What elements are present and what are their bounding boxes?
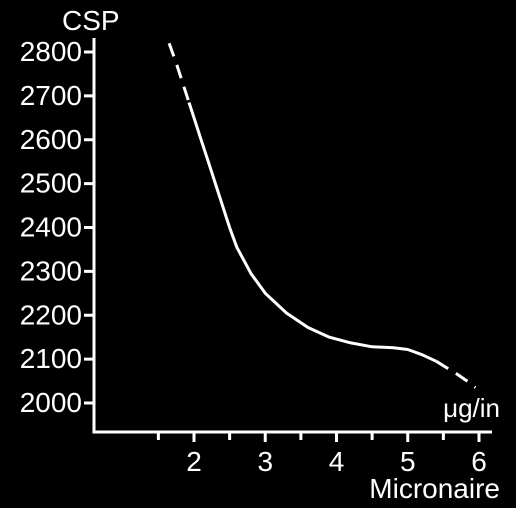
x-tick-label: 2 (186, 446, 202, 477)
series-line-solid-1 (187, 102, 437, 363)
y-tick-label: 2300 (20, 255, 82, 286)
series-group (167, 42, 477, 389)
x-tick-label: 5 (400, 446, 416, 477)
x-ticks: 2 3 4 5 6 (156, 432, 487, 477)
y-tick-label: 2800 (20, 36, 82, 67)
y-tick-label: 2000 (20, 387, 82, 418)
x-tick-label: 4 (329, 446, 345, 477)
y-tick-label: 2500 (20, 168, 82, 199)
x-axis-unit-label: μg/in (443, 393, 500, 423)
y-ticks: 2000 2100 2200 2300 2400 2500 2600 2700 2800 (20, 36, 94, 418)
series-line-dashed-2 (435, 360, 477, 389)
y-tick-label: 2200 (20, 299, 82, 330)
y-tick-label: 2700 (20, 80, 82, 111)
x-tick-label: 6 (471, 446, 487, 477)
y-tick-label: 2600 (20, 124, 82, 155)
series-line-dashed-0 (167, 42, 191, 103)
x-tick-label: 3 (257, 446, 273, 477)
y-tick-label: 2100 (20, 343, 82, 374)
x-axis-label: Micronaire (369, 473, 500, 504)
axes (92, 38, 492, 434)
y-tick-label: 2400 (20, 212, 82, 243)
y-axis-label: CSP (62, 5, 120, 36)
